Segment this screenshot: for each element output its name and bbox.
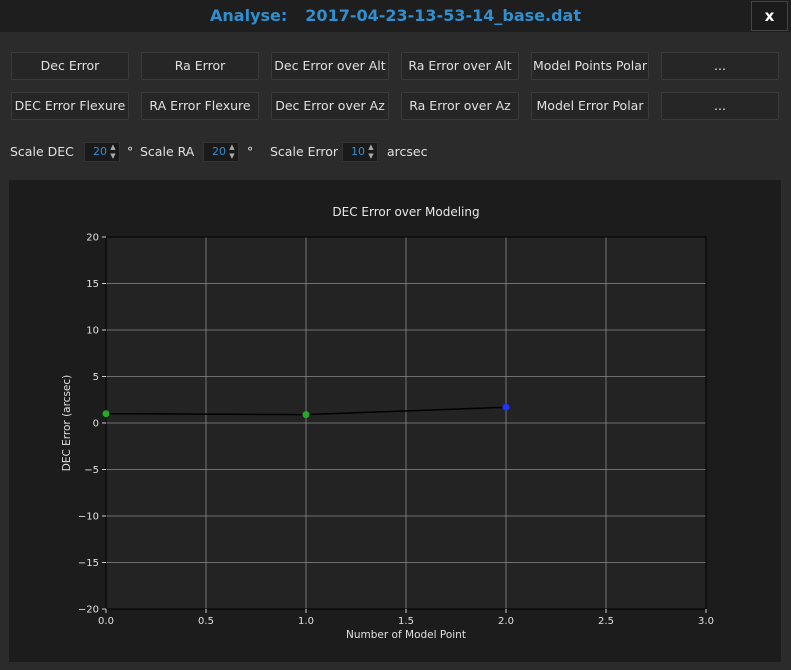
scale-ra-label: Scale RA — [140, 144, 195, 159]
x-tick-label: 1.5 — [398, 616, 414, 627]
x-tick-label: 0.5 — [198, 616, 214, 627]
ra-error-over-alt-button[interactable]: Ra Error over Alt — [401, 52, 519, 80]
scale-error-spinbox[interactable]: 10 ▲ ▼ — [342, 142, 378, 162]
scale-error-unit: arcsec — [387, 144, 428, 159]
x-tick-label: 1.0 — [298, 616, 314, 627]
y-tick-label: 10 — [86, 326, 99, 337]
ra-error-over-az-button[interactable]: Ra Error over Az — [401, 92, 519, 120]
dec-error-flexure-button[interactable]: DEC Error Flexure — [11, 92, 129, 120]
spin-up-icon[interactable]: ▲ — [110, 143, 116, 151]
scale-ra-unit: ° — [247, 144, 254, 159]
close-button[interactable]: x — [751, 1, 788, 31]
scale-dec-unit: ° — [127, 144, 134, 159]
scale-error-label: Scale Error — [270, 144, 339, 159]
scale-ra-value: 20 — [212, 145, 226, 158]
model-error-polar-button[interactable]: Model Error Polar — [531, 92, 649, 120]
spin-up-icon[interactable]: ▲ — [368, 143, 374, 151]
scale-dec-value: 20 — [93, 145, 107, 158]
model-points-polar-button[interactable]: Model Points Polar — [531, 52, 649, 80]
y-tick-label: 15 — [86, 279, 99, 290]
scale-error-value: 10 — [351, 145, 365, 158]
title-bar — [0, 0, 791, 32]
scale-dec-spinbox[interactable]: 20 ▲ ▼ — [84, 142, 120, 162]
x-axis-label: Number of Model Point — [346, 629, 466, 641]
spin-down-icon[interactable]: ▼ — [229, 152, 235, 160]
title-filename: 2017-04-23-13-53-14_base.dat — [305, 6, 581, 25]
data-point — [302, 411, 310, 419]
more-button-2[interactable]: ... — [661, 92, 779, 120]
y-tick-label: −15 — [78, 558, 99, 569]
title-label: Analyse: — [210, 6, 288, 25]
ra-error-button[interactable]: Ra Error — [141, 52, 259, 80]
x-tick-label: 2.5 — [598, 616, 614, 627]
y-axis-label: DEC Error (arcsec) — [61, 375, 73, 472]
y-tick-label: 5 — [93, 372, 99, 383]
x-tick-label: 0.0 — [98, 616, 114, 627]
y-tick-label: 0 — [93, 419, 99, 430]
spin-down-icon[interactable]: ▼ — [110, 152, 116, 160]
window-title: Analyse: 2017-04-23-13-53-14_base.dat — [0, 0, 791, 32]
scale-dec-label: Scale DEC — [10, 144, 74, 159]
y-tick-label: 20 — [86, 233, 99, 244]
dec-error-over-alt-button[interactable]: Dec Error over Alt — [271, 52, 389, 80]
dec-error-button[interactable]: Dec Error — [11, 52, 129, 80]
spin-down-icon[interactable]: ▼ — [368, 152, 374, 160]
ra-error-flexure-button[interactable]: RA Error Flexure — [141, 92, 259, 120]
y-tick-label: −10 — [78, 512, 99, 523]
y-tick-label: −20 — [78, 605, 99, 616]
y-tick-label: −5 — [84, 465, 99, 476]
more-button-1[interactable]: ... — [661, 52, 779, 80]
data-point — [102, 410, 110, 418]
data-point — [502, 403, 510, 411]
dec-error-over-az-button[interactable]: Dec Error over Az — [271, 92, 389, 120]
x-tick-label: 3.0 — [698, 616, 714, 627]
x-tick-label: 2.0 — [498, 616, 514, 627]
chart-title: DEC Error over Modeling — [332, 205, 479, 219]
spin-up-icon[interactable]: ▲ — [229, 143, 235, 151]
scale-ra-spinbox[interactable]: 20 ▲ ▼ — [203, 142, 239, 162]
